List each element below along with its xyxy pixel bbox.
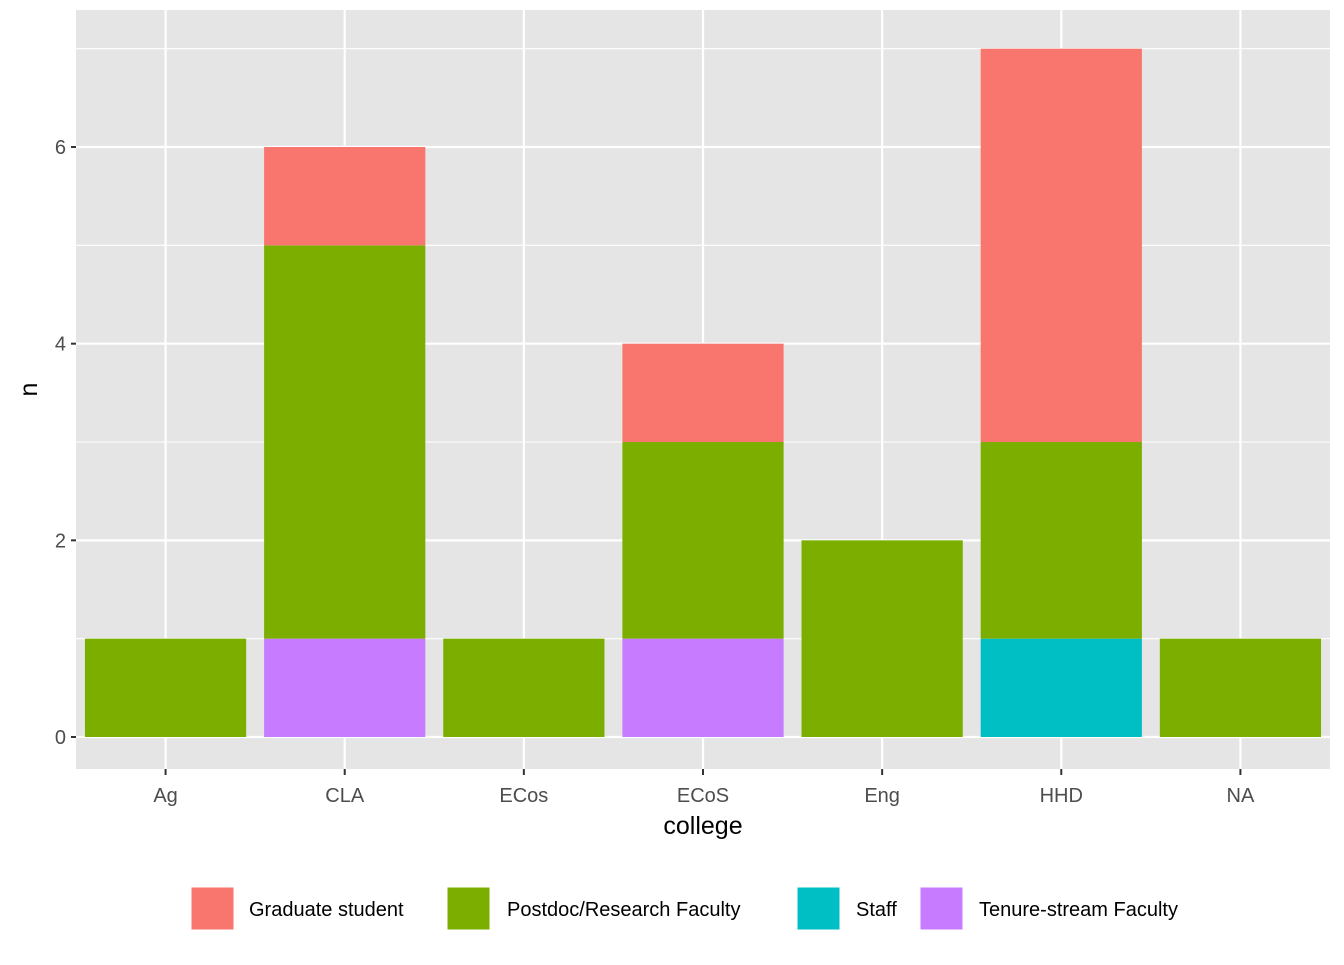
legend-key-graduate-student [190, 886, 235, 931]
y-axis-title: n [15, 383, 43, 397]
bar-segment-ecos-postdoc-research-faculty [622, 442, 784, 639]
x-tick-label: HHD [1040, 785, 1083, 807]
bar-segment-hhd-graduate-student [980, 48, 1142, 443]
legend: Graduate student Postdoc/Research Faculty… [190, 886, 1178, 931]
y-tick-label: 4 [55, 334, 66, 356]
y-axis: 0 2 4 6 [55, 137, 76, 749]
y-tick-label: 2 [55, 530, 66, 552]
x-tick-label: Ag [153, 785, 177, 807]
bar-segment-ag-postdoc-research-faculty [84, 638, 247, 737]
legend-key-postdoc-research-faculty [446, 886, 491, 931]
bar-segment-eng-postdoc-research-faculty [801, 540, 963, 737]
bar-segment-cla-graduate-student [264, 147, 426, 246]
bar-segment-ecos-tenure-stream-faculty [622, 638, 784, 737]
x-tick-label: CLA [325, 785, 365, 807]
legend-key-tenure-stream-faculty [919, 886, 964, 931]
bars-group [84, 48, 1322, 737]
x-tick-label: ECoS [677, 785, 729, 807]
legend-label-staff: Staff [856, 899, 897, 921]
legend-label-postdoc-research-faculty: Postdoc/Research Faculty [507, 899, 740, 921]
x-tick-label: ECos [499, 785, 548, 807]
bar-segment-hhd-postdoc-research-faculty [980, 442, 1142, 639]
bar-segment-na-postdoc-research-faculty [1159, 638, 1322, 737]
bar-segment-cla-tenure-stream-faculty [264, 638, 426, 737]
x-tick-label: Eng [864, 785, 900, 807]
bar-segment-hhd-staff [980, 638, 1142, 737]
y-tick-label: 6 [55, 137, 66, 159]
legend-key-staff [796, 886, 841, 931]
legend-label-tenure-stream-faculty: Tenure-stream Faculty [979, 899, 1178, 921]
x-axis-title: college [663, 812, 742, 840]
bar-segment-ecos-graduate-student [622, 343, 784, 443]
x-tick-label: NA [1227, 785, 1255, 807]
x-axis: Ag CLA ECos ECoS Eng HHD NA [153, 769, 1255, 807]
bar-segment-cla-postdoc-research-faculty [264, 245, 426, 639]
legend-label-graduate-student: Graduate student [249, 899, 404, 921]
y-tick-label: 0 [55, 727, 66, 749]
bar-segment-ecos-postdoc-research-faculty [443, 638, 605, 737]
